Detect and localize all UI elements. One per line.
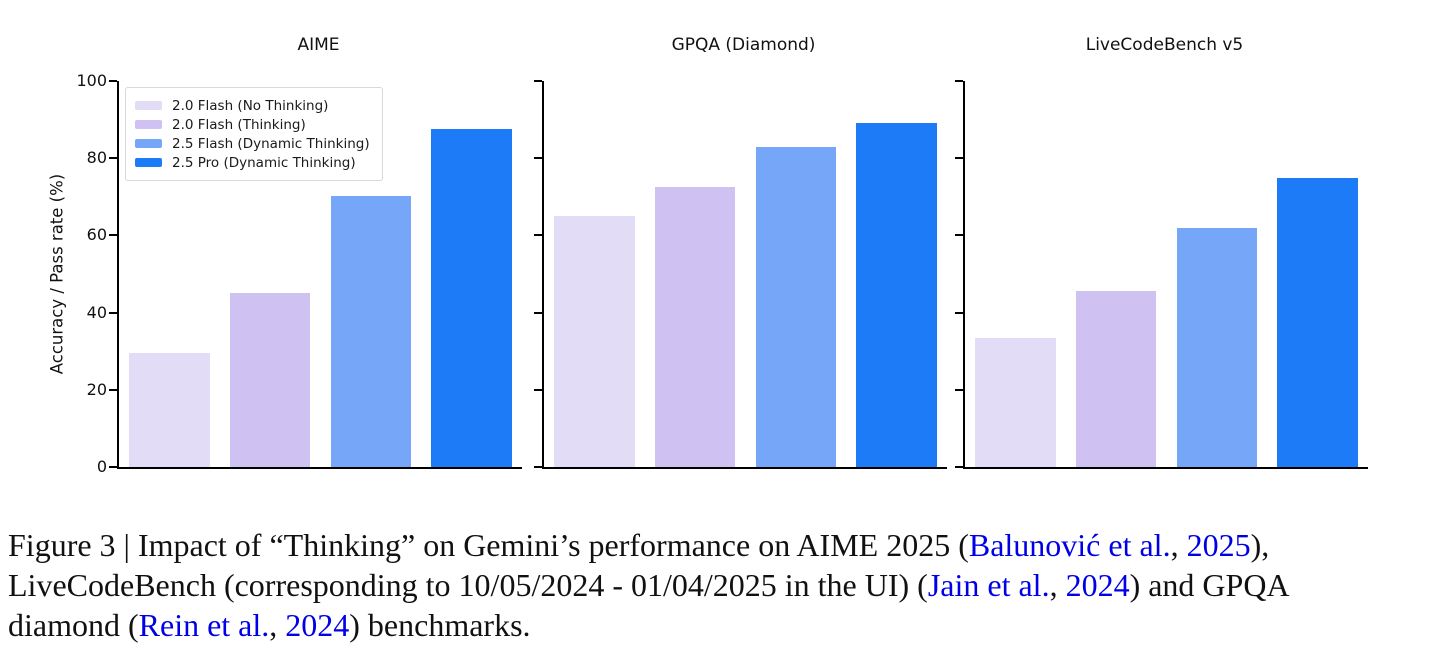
y-tick bbox=[955, 388, 963, 391]
y-tick-label: 100 bbox=[76, 71, 107, 90]
caption-text: ), bbox=[1250, 527, 1270, 563]
y-tick bbox=[109, 466, 117, 468]
legend-row: 2.5 Pro (Dynamic Thinking) bbox=[135, 153, 370, 172]
citation-link[interactable]: 2025 bbox=[1186, 527, 1251, 563]
citation-link[interactable]: Jain et al. bbox=[927, 567, 1050, 603]
y-tick bbox=[109, 157, 117, 160]
y-tick bbox=[534, 234, 542, 237]
y-tick-label: 60 bbox=[86, 225, 107, 245]
legend-swatch-icon bbox=[135, 139, 162, 148]
legend-row: 2.0 Flash (No Thinking) bbox=[135, 96, 370, 115]
bar-gpqa-diamond--3 bbox=[856, 123, 937, 467]
y-axis-label: Accuracy / Pass rate (%) bbox=[47, 173, 67, 375]
bar-livecodebench-v5-3 bbox=[1277, 177, 1358, 467]
citation-link[interactable]: 2024 bbox=[1065, 567, 1130, 603]
caption-text: Figure 3 | Impact of “Thinking” on Gemin… bbox=[8, 527, 969, 563]
y-tick bbox=[109, 388, 117, 391]
y-tick bbox=[109, 80, 117, 82]
plot-area-2 bbox=[955, 80, 1368, 469]
bar-aime-1 bbox=[229, 293, 311, 467]
chart-title-1: GPQA (Diamond) bbox=[671, 35, 816, 55]
caption-text: ) benchmarks. bbox=[349, 607, 531, 643]
y-tick bbox=[109, 311, 117, 314]
legend-swatch-icon bbox=[135, 120, 162, 129]
caption-text: ) and GPQA bbox=[1129, 567, 1290, 603]
y-tick-label: 20 bbox=[86, 379, 107, 399]
y-tick bbox=[534, 80, 542, 82]
y-tick-label: 40 bbox=[86, 302, 107, 322]
y-tick-label: 80 bbox=[86, 148, 107, 168]
y-tick bbox=[534, 157, 542, 160]
citation-link[interactable]: Rein et al. bbox=[138, 607, 270, 643]
bar-livecodebench-v5-2 bbox=[1176, 227, 1258, 467]
plot-area-0: 0 20 40 60 80 100 2.0 Flash (No Thinking) 2.0 F… bbox=[76, 71, 522, 476]
plot-area-1 bbox=[534, 80, 947, 469]
bar-aime-0 bbox=[129, 353, 210, 467]
figure-caption: Figure 3 | Impact of “Thinking” on Gemin… bbox=[0, 505, 1442, 645]
legend-row: 2.0 Flash (Thinking) bbox=[135, 115, 370, 134]
figure-3-bar-charts: Accuracy / Pass rate (%) AIME 0 20 40 60 80 10… bbox=[47, 35, 1368, 476]
caption-text: , bbox=[269, 607, 286, 643]
y-tick bbox=[955, 311, 963, 314]
bar-livecodebench-v5-0 bbox=[975, 337, 1056, 467]
caption-text: , bbox=[1049, 567, 1066, 603]
chart-title-2: LiveCodeBench v5 bbox=[1085, 35, 1244, 55]
y-tick bbox=[955, 157, 963, 160]
bar-gpqa-diamond--2 bbox=[755, 147, 837, 467]
bar-aime-3 bbox=[431, 129, 512, 467]
legend: 2.0 Flash (No Thinking) 2.0 Flash (Thinki… bbox=[125, 87, 383, 181]
y-tick bbox=[534, 466, 542, 468]
caption-text: , bbox=[1170, 527, 1187, 563]
caption-text: LiveCodeBench (corresponding to 10/05/20… bbox=[8, 567, 928, 603]
caption-line: LiveCodeBench (corresponding to 10/05/20… bbox=[8, 565, 1442, 605]
legend-label: 2.5 Pro (Dynamic Thinking) bbox=[172, 154, 356, 171]
y-tick bbox=[955, 466, 963, 468]
y-tick bbox=[534, 388, 542, 391]
bar-aime-2 bbox=[330, 196, 412, 467]
bar-gpqa-diamond--0 bbox=[554, 216, 635, 467]
legend-label: 2.0 Flash (Thinking) bbox=[172, 116, 306, 133]
caption-line: diamond (Rein et al., 2024) benchmarks. bbox=[8, 605, 1442, 645]
bar-gpqa-diamond--1 bbox=[654, 187, 736, 467]
legend-label: 2.0 Flash (No Thinking) bbox=[172, 97, 329, 114]
legend-row: 2.5 Flash (Dynamic Thinking) bbox=[135, 134, 370, 153]
y-tick-label: 0 bbox=[96, 457, 107, 476]
y-tick bbox=[955, 80, 963, 82]
caption-text: diamond ( bbox=[8, 607, 139, 643]
y-tick bbox=[955, 234, 963, 237]
citation-link[interactable]: 2024 bbox=[285, 607, 350, 643]
legend-label: 2.5 Flash (Dynamic Thinking) bbox=[172, 135, 370, 152]
y-tick bbox=[109, 234, 117, 237]
legend-swatch-icon bbox=[135, 101, 162, 110]
caption-line: Figure 3 | Impact of “Thinking” on Gemin… bbox=[8, 525, 1442, 565]
bar-livecodebench-v5-1 bbox=[1075, 291, 1157, 467]
chart-title-0: AIME bbox=[297, 35, 340, 55]
legend-swatch-icon bbox=[135, 158, 162, 167]
y-tick bbox=[534, 311, 542, 314]
citation-link[interactable]: Balunović et al. bbox=[968, 527, 1171, 563]
